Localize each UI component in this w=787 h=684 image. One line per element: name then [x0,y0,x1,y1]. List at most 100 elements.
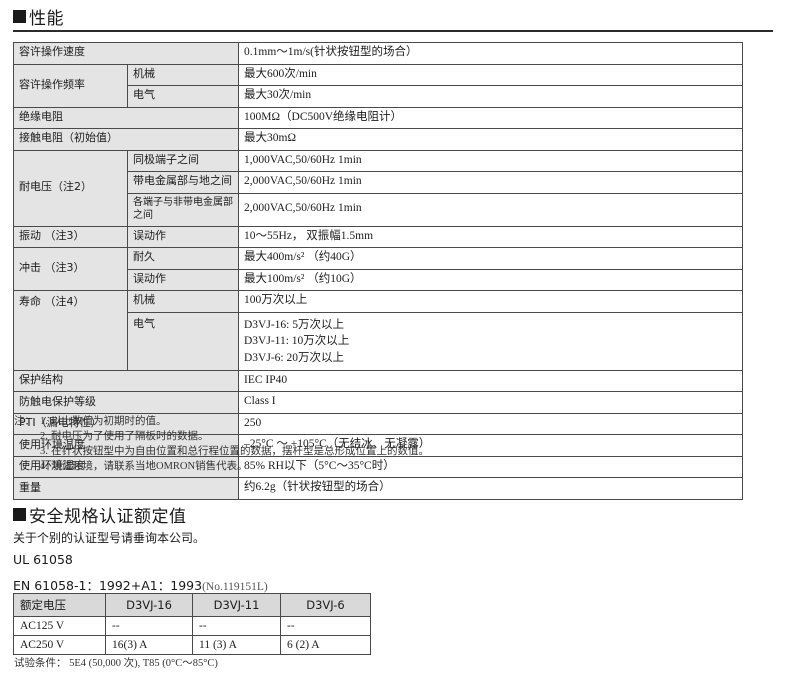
notes-body: 1. 以上数值为初期时的值。 2. 耐电压为了使用了隔板时的数据。 3. 在针状… [40,415,714,475]
row-value: 0.1mm～1m/s(针状按钮型的场合） [238,42,743,65]
standard-ul-line: UL 61058 [13,552,73,567]
row-sublabel: 同极端子之间 [127,149,239,173]
row-label: 使用环境湿度 [13,455,239,479]
note-number: 1. [40,416,48,427]
row-sublabel: 误动作 [127,225,239,249]
row-sublabel: 误动作 [127,268,239,292]
table-row: AC125 V -- -- -- [13,616,371,636]
row-label: 重量 [13,477,239,500]
row-value: 2,000VAC,50/60Hz 1min [238,192,743,227]
safety-heading-text: 安全规格认证额定值 [29,507,187,527]
performance-table-body: 容许操作速度 0.1mm～1m/s(针状按钮型的场合） 容许操作频率 机械 最大… [13,42,743,500]
table-row: 容许操作频率 机械 最大600次/min [13,63,743,108]
row-value: 1,000VAC,50/60Hz 1min [238,149,743,173]
row-label: 保护结构 [13,369,239,393]
standard-en-text: EN 61058-1：1992+A1：1993 [13,578,203,593]
filled-square-icon [13,508,26,521]
row-sublabel: 机械 [127,63,239,87]
row-value: 最大100m/s² （约10G） [238,268,743,292]
table-row: 防触电保护等级 Class I [13,391,743,414]
row-label: 绝缘电阻 [13,106,239,130]
row-value: 6 (2) A [280,635,371,655]
table-row: 耐电压（注2） 同极端子之间 1,000VAC,50/60Hz 1min [13,149,743,227]
row-value: 11 (3) A [192,635,281,655]
table-row: 带电金属部与地之间 2,000VAC,50/60Hz 1min [14,171,743,194]
filled-square-icon [13,10,26,23]
row-value: 85% RH以下（5°C～35°C时） [238,455,743,479]
note-text: 耐电压为了使用了隔板时的数据。 [51,430,209,442]
note-item: 2. 耐电压为了使用了隔板时的数据。 [40,430,714,445]
column-header: D3VJ-16 [105,593,193,617]
table-row: 容许操作速度 0.1mm～1m/s(针状按钮型的场合） [13,42,743,65]
row-value: –25°C ～ +105°C（无结冰、无凝露） [238,434,743,457]
notes-block: 注： 1. 以上数值为初期时的值。 2. 耐电压为了使用了隔板时的数据。 3. … [14,415,714,475]
row-label: 防触电保护等级 [13,391,239,414]
column-header: 额定电压 [13,593,106,617]
row-label: 容许操作频率 [13,63,128,108]
row-label: AC250 V [13,635,106,655]
row-value: 100MΩ（DC500V绝缘电阻计） [238,106,743,130]
note-text: 测试环境，请联系当地OMRON销售代表。 [51,460,248,472]
row-label: 接触电阻（初始值） [13,128,239,151]
column-header: D3VJ-11 [192,593,281,617]
performance-heading: 性能 [13,4,773,29]
row-sublabel: 耐久 [127,247,239,270]
table-row: 振动 （注3） 误动作 10～55Hz， 双振幅1.5mm [13,225,743,249]
row-value: -- [192,616,281,636]
row-sublabel: 机械 [127,290,239,313]
row-label: AC125 V [13,616,106,636]
row-label: 寿命 （注4） [13,290,128,371]
test-condition-text: 试验条件： 5E4 (50,000 次), T85 (0°C～85°C) [14,658,218,669]
table-row: PTI（漏电特性） 250 [13,412,743,436]
performance-heading-rule [13,30,773,32]
note-text: 在针状按钮型中为自由位置和总行程位置的数据，摆杆型是总形成位置上的数值。 [51,445,429,457]
table-row: 绝缘电阻 100MΩ（DC500V绝缘电阻计） [13,106,743,130]
row-value: 约6.2g（针状按钮型的场合） [238,477,743,500]
row-value: Class I [238,391,743,414]
note-number: 4. [40,460,48,472]
row-label: 振动 （注3） [13,225,128,249]
note-text: 以上数值为初期时的值。 [51,416,167,427]
row-value: -- [105,616,193,636]
row-value: 最大600次/min [238,63,743,87]
safety-subtitle: 关于个别的认证型号请垂询本公司。 [13,531,206,545]
table-row: 各端子与非带电金属部之间 2,000VAC,50/60Hz 1min [14,192,743,227]
row-value: 2,000VAC,50/60Hz 1min [238,171,743,194]
safety-ratings-table: 额定电压 D3VJ-16 D3VJ-11 D3VJ-6 AC125 V -- -… [13,593,371,655]
table-row: 使用环境湿度 85% RH以下（5°C～35°C时） [13,455,743,479]
row-sublabel: 电气 [127,311,239,371]
row-value: IEC IP40 [238,369,743,393]
safety-table-body: 额定电压 D3VJ-16 D3VJ-11 D3VJ-6 AC125 V -- -… [13,593,371,655]
standard-en-note: (No.119151L) [202,581,268,593]
row-label: 使用环境温度 [13,434,239,457]
table-row: 电气 D3VJ-16: 5万次以上 D3VJ-11: 10万次以上 D3VJ-6… [14,311,743,371]
note-number: 3. [40,445,48,457]
table-header-row: 额定电压 D3VJ-16 D3VJ-11 D3VJ-6 [13,593,371,617]
row-label: 容许操作速度 [13,42,239,65]
note-item: 1. 以上数值为初期时的值。 [40,415,714,430]
row-value: 16(3) A [105,635,193,655]
notes-row: 注： 1. 以上数值为初期时的值。 2. 耐电压为了使用了隔板时的数据。 3. … [14,415,714,475]
note-number: 2. [40,430,48,442]
table-row: 接触电阻（初始值） 最大30mΩ [13,128,743,151]
row-value: 最大400m/s² （约40G） [238,247,743,270]
row-sublabel: 各端子与非带电金属部之间 [127,192,239,227]
row-sublabel: 带电金属部与地之间 [127,171,239,194]
row-value: D3VJ-16: 5万次以上 D3VJ-11: 10万次以上 D3VJ-6: 2… [238,311,743,371]
standard-en-line: EN 61058-1：1992+A1：1993(No.119151L) [13,575,268,594]
note-item: 3. 在针状按钮型中为自由位置和总行程位置的数据，摆杆型是总形成位置上的数值。 [40,445,714,460]
row-value: -- [280,616,371,636]
table-row: 电气 最大30次/min [14,85,743,108]
row-label: 冲击 （注3） [13,247,128,292]
performance-heading-block: 性能 [13,4,773,29]
table-row: 重量 约6.2g（针状按钮型的场合） [13,477,743,500]
performance-table: 容许操作速度 0.1mm～1m/s(针状按钮型的场合） 容许操作频率 机械 最大… [13,42,743,500]
row-value: 100万次以上 [238,290,743,313]
table-row: 误动作 最大100m/s² （约10G） [14,268,743,292]
note-item: 4. 测试环境，请联系当地OMRON销售代表。 [40,460,714,475]
table-row: 使用环境温度 –25°C ～ +105°C（无结冰、无凝露） [13,434,743,457]
table-row: AC250 V 16(3) A 11 (3) A 6 (2) A [13,635,371,655]
notes-lead: 注： [14,416,35,427]
row-value: 最大30mΩ [238,128,743,151]
